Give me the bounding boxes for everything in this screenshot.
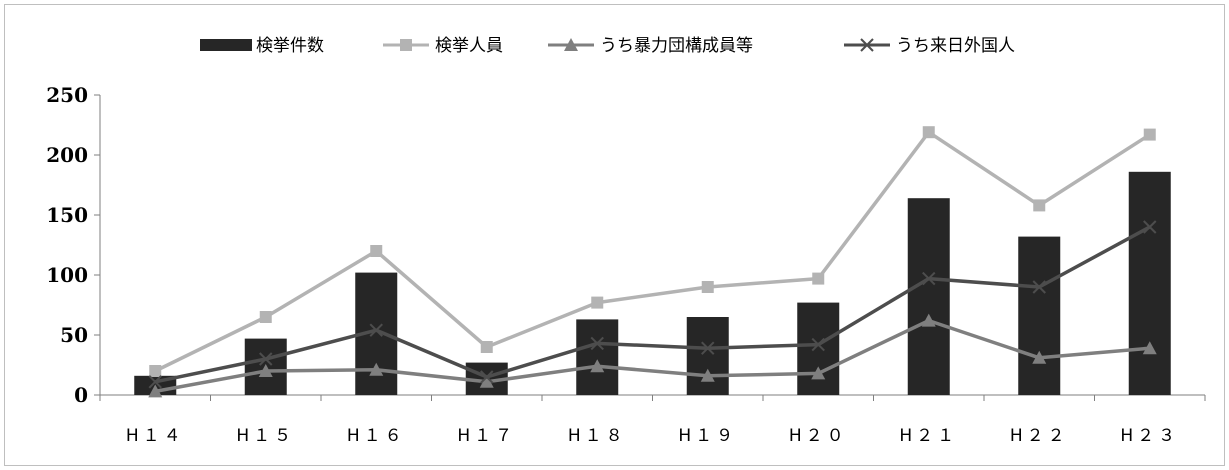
- point-series-3: [259, 352, 273, 366]
- legend-marker: [400, 39, 412, 51]
- bar-series-0: [907, 198, 950, 395]
- x-tick-label: H１７: [457, 426, 516, 446]
- bar-series-0: [1128, 171, 1171, 395]
- x-tick-label: H１９: [678, 426, 737, 446]
- bars: [134, 171, 1171, 395]
- point-series-2: [700, 368, 715, 382]
- x-tick-label: H２３: [1120, 426, 1179, 446]
- point-series-1: [480, 341, 493, 353]
- point-series-1: [591, 296, 604, 309]
- y-tick-label: 100: [46, 263, 88, 287]
- point-series-1: [259, 311, 272, 323]
- legend: 検挙件数 検挙人員 うち暴力団構成員等 うち来日外国人: [200, 36, 1015, 56]
- point-series-3: [369, 323, 383, 337]
- point-series-1: [1033, 199, 1046, 212]
- bar-series-0: [797, 302, 840, 395]
- point-series-3: [148, 375, 162, 389]
- legend-label: 検挙件数: [256, 36, 324, 56]
- point-series-3: [811, 337, 825, 352]
- legend-item-series-3: うち来日外国人: [844, 36, 1015, 56]
- point-series-1: [922, 126, 935, 139]
- x-tick-label: H１５: [236, 426, 295, 446]
- x-tick-label: H１４: [126, 426, 185, 446]
- lines: [148, 126, 1157, 398]
- point-series-2: [1142, 341, 1157, 355]
- bar-series-0: [686, 317, 729, 395]
- x-tick-label: H２２: [1010, 426, 1069, 446]
- line-series-3: [154, 225, 1151, 384]
- point-series-2: [590, 359, 605, 373]
- point-series-3: [1032, 280, 1046, 294]
- point-series-2: [479, 374, 494, 388]
- legend-label: 検挙人員: [435, 36, 503, 56]
- x-tick-label: H２１: [899, 426, 958, 446]
- bar-series-0: [1018, 236, 1061, 395]
- point-series-2: [811, 366, 826, 380]
- legend-item-series-0: 検挙件数: [200, 36, 324, 56]
- point-series-3: [922, 271, 936, 286]
- legend-marker: [860, 38, 874, 52]
- legend-marker: [564, 38, 578, 51]
- point-series-1: [149, 365, 162, 377]
- point-series-1: [701, 281, 714, 293]
- legend-item-series-2: うち暴力団構成員等: [548, 36, 753, 56]
- y-tick-label: 200: [46, 143, 88, 167]
- line-series-1: [154, 130, 1151, 373]
- legend-label: うち来日外国人: [896, 36, 1015, 56]
- point-series-3: [701, 341, 715, 355]
- point-series-2: [921, 313, 936, 327]
- point-series-3: [590, 336, 604, 351]
- point-series-2: [369, 362, 384, 376]
- y-tick-label: 150: [46, 203, 88, 227]
- point-series-3: [1143, 220, 1157, 234]
- bar-series-0: [576, 319, 619, 395]
- legend-label: うち暴力団構成員等: [600, 36, 753, 56]
- y-tick-label: 0: [74, 383, 88, 407]
- y-tick-label: 250: [46, 83, 88, 107]
- point-series-2: [148, 384, 163, 398]
- x-tick-label: H２０: [789, 426, 848, 446]
- y-ticks: 0 50 100 150 200 250: [46, 83, 100, 407]
- point-series-3: [480, 370, 494, 384]
- line-series-2: [154, 318, 1150, 394]
- point-series-2: [1032, 350, 1047, 364]
- x-ticks: H１４ H１５ H１６ H１７ H１８ H１９ H２０ H２１ H２２ H２３: [99, 395, 1206, 446]
- x-tick-label: H１６: [347, 426, 406, 446]
- point-series-1: [1143, 128, 1156, 141]
- legend-swatch: [200, 39, 252, 51]
- x-tick-label: H１８: [568, 426, 627, 446]
- point-series-1: [370, 245, 383, 257]
- point-series-1: [812, 272, 825, 285]
- y-tick-label: 50: [60, 323, 88, 347]
- point-series-2: [258, 364, 273, 377]
- legend-item-series-1: 検挙人員: [383, 36, 503, 56]
